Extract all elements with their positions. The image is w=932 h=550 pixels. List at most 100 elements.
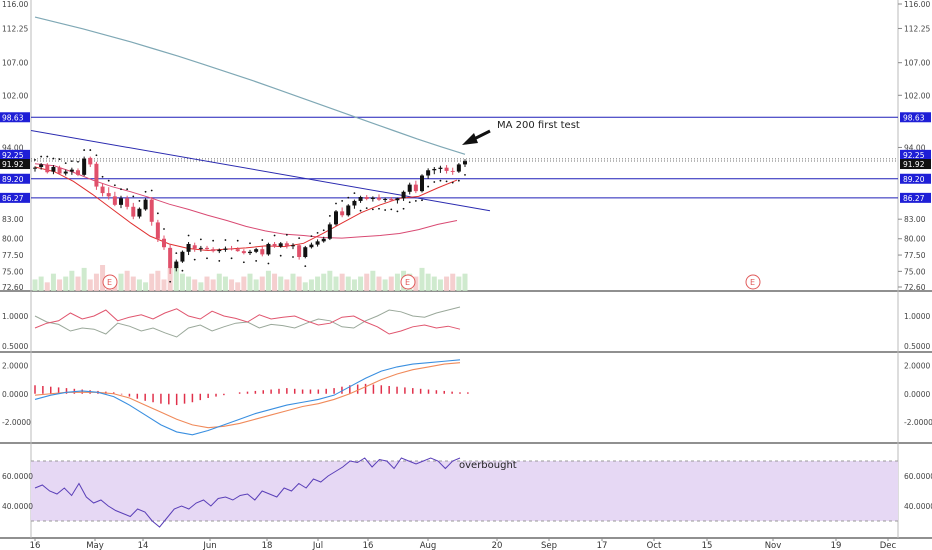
candle-body	[413, 184, 418, 192]
volume-bar	[210, 279, 216, 291]
candle-body	[432, 168, 437, 171]
volume-bar	[136, 279, 142, 291]
candle-body	[401, 191, 406, 199]
price-badge-right-label: 86.27	[903, 194, 925, 203]
candle-body	[395, 198, 400, 201]
candle-body	[272, 243, 277, 247]
sar-dot	[83, 149, 86, 151]
ma200-annotation: MA 200 first test	[497, 120, 580, 131]
price-badge-left	[0, 159, 30, 170]
candle-body	[444, 167, 449, 171]
ma-200-line	[34, 16, 466, 155]
candle-body	[327, 224, 332, 239]
price-tick-right: 77.50	[904, 251, 926, 260]
x-tick-label: May	[86, 541, 104, 550]
x-tick-label: Jun	[202, 541, 216, 550]
volume-bar	[241, 276, 247, 291]
x-tick-label: 20	[492, 541, 503, 550]
candle-body	[106, 193, 111, 197]
volume-bar	[302, 282, 308, 291]
volume-bar	[278, 276, 284, 291]
candle-body	[266, 243, 271, 255]
volume-bar	[229, 279, 235, 291]
price-tick-right: 112.25	[904, 24, 930, 33]
indicator-pane-1	[34, 306, 461, 338]
sar-dot	[371, 208, 374, 211]
price-tick-left: 83.00	[2, 215, 24, 224]
macd-line	[34, 359, 461, 436]
volume-bar	[456, 276, 462, 291]
sar-dot	[439, 179, 442, 182]
price-tick-left: 94.00	[2, 143, 24, 152]
volume-bar	[235, 282, 241, 291]
volume-bar	[32, 279, 38, 291]
price-badge-left	[0, 112, 30, 123]
x-tick-label: Aug	[420, 541, 437, 550]
volume-bar	[339, 273, 345, 291]
price-badge-left	[0, 192, 30, 203]
price-tick-left: 75.00	[2, 267, 24, 276]
volume-bar	[413, 276, 419, 291]
candle-body	[450, 170, 455, 172]
volume-bar	[394, 273, 400, 291]
sar-dot	[70, 160, 73, 163]
sar-dot	[298, 237, 301, 239]
candle-body	[364, 197, 369, 199]
candle-body	[94, 163, 99, 187]
annotation-arrow-head	[462, 133, 478, 145]
sar-dot	[126, 188, 129, 191]
candle-body	[192, 245, 197, 249]
sar-dot	[52, 157, 55, 160]
price-badge-left	[0, 173, 30, 184]
sar-dot	[335, 202, 337, 205]
earnings-marker-label: E	[107, 278, 112, 287]
price-badge-right	[900, 192, 931, 203]
volume-bar	[192, 279, 198, 291]
candle-body	[291, 245, 295, 247]
x-tick-label: 19	[831, 541, 842, 550]
rsi-tick-right: 60.0000	[904, 472, 932, 481]
macd-pane	[34, 359, 469, 436]
candle-body	[149, 199, 154, 222]
volume-bar	[44, 282, 50, 291]
sar-dot	[310, 235, 313, 238]
rsi-pane	[31, 457, 898, 528]
candle-body	[463, 161, 467, 165]
volume-bar	[315, 276, 321, 291]
sar-dot	[427, 185, 430, 188]
price-tick-left: 80.00	[2, 235, 24, 244]
sar-dot	[292, 256, 294, 258]
x-tick-label: 14	[138, 541, 149, 550]
sar-dot	[316, 231, 319, 234]
sar-dot	[224, 239, 227, 241]
indicator-1-tick-right: 0.5000	[904, 342, 930, 351]
volume-bar	[370, 270, 376, 291]
candle-body	[205, 247, 209, 250]
candle-body	[217, 249, 222, 252]
x-tick-label: Nov	[765, 541, 782, 550]
sar-dot	[156, 212, 159, 215]
volume-bar	[345, 276, 351, 291]
candle-body	[426, 170, 431, 176]
down-trendline	[30, 130, 491, 212]
x-tick-label: 18	[262, 541, 273, 550]
volume-bar	[124, 270, 130, 291]
sar-dot	[255, 260, 258, 262]
earnings-marker	[745, 274, 761, 290]
price-badge-right-label: 89.20	[903, 175, 925, 184]
volume-bar	[130, 276, 136, 291]
rsi-tick-left: 60.0000	[2, 472, 33, 481]
price-tick-right: 116.00	[904, 0, 930, 9]
macd-tick-left: -2.0000	[2, 418, 31, 427]
candle-body	[438, 167, 443, 169]
candle-body	[45, 165, 50, 173]
candle-body	[254, 249, 259, 252]
price-tick-right: 83.00	[904, 215, 926, 224]
volume-bar	[118, 273, 124, 291]
volume-bar	[382, 279, 388, 291]
volume-bar	[247, 273, 253, 291]
price-badge-right-label: 98.63	[903, 113, 925, 122]
